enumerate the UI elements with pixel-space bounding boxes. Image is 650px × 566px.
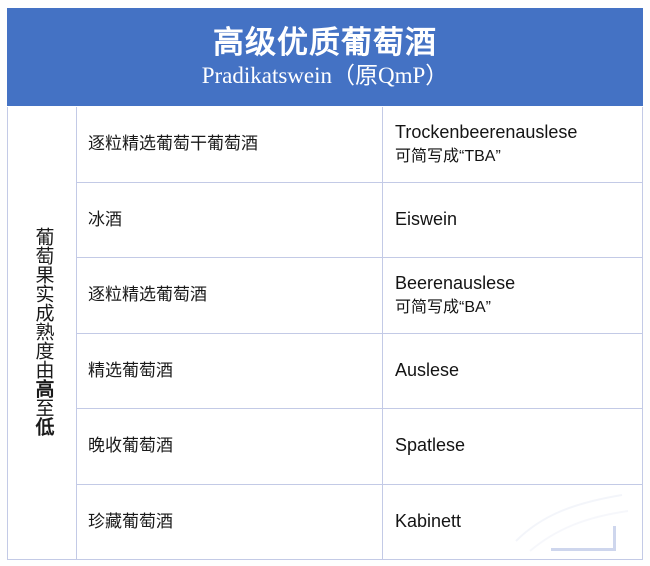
table-row: 珍藏葡萄酒 Kabinett	[77, 484, 642, 560]
axis-label-low: 低	[32, 416, 54, 436]
german-name: Spatlese	[395, 435, 466, 456]
cell-german-name: Auslese	[383, 334, 642, 409]
german-name: Eiswein	[395, 208, 458, 229]
chinese-name: 晚收葡萄酒	[88, 436, 173, 456]
cell-chinese-name: 珍藏葡萄酒	[77, 484, 383, 559]
german-name: Kabinett	[395, 510, 462, 531]
cell-chinese-name: 冰酒	[77, 182, 383, 257]
chinese-name: 冰酒	[88, 209, 122, 229]
table-row: 晚收葡萄酒 Spatlese	[77, 409, 642, 485]
cell-german-name: Eiswein	[383, 183, 642, 258]
page-subtitle: Pradikatswein（原QmP）	[201, 62, 449, 88]
cell-german-name: Spatlese	[383, 409, 642, 484]
german-name: Beerenauslese	[395, 272, 516, 293]
cell-german-name: Kabinett	[383, 485, 642, 560]
classification-grid: 葡萄果实成熟度由高至低 逐粒精选葡萄干葡萄酒 Trockenbeerenausl…	[7, 107, 643, 560]
table-row: 逐粒精选葡萄干葡萄酒 Trockenbeerenauslese 可简写成“TBA…	[77, 107, 642, 183]
german-name: Auslese	[395, 359, 460, 380]
cell-chinese-name: 逐粒精选葡萄酒	[77, 258, 383, 333]
cell-german-name: Trockenbeerenauslese 可简写成“TBA”	[383, 107, 642, 182]
axis-label-middle: 至	[32, 397, 54, 417]
chinese-name: 精选葡萄酒	[88, 360, 173, 380]
cell-chinese-name: 逐粒精选葡萄干葡萄酒	[77, 107, 383, 182]
table-row: 逐粒精选葡萄酒 Beerenauslese 可简写成“BA”	[77, 258, 642, 334]
header-banner: 高级优质葡萄酒 Pradikatswein（原QmP）	[7, 8, 643, 106]
chinese-name: 逐粒精选葡萄干葡萄酒	[88, 134, 258, 154]
chinese-name: 珍藏葡萄酒	[88, 511, 173, 531]
axis-label-high: 高	[32, 378, 54, 398]
page-title: 高级优质葡萄酒	[213, 24, 437, 60]
ripeness-axis-label: 葡萄果实成熟度由高至低	[28, 227, 57, 436]
chinese-name: 逐粒精选葡萄酒	[88, 285, 207, 305]
table-row: 精选葡萄酒 Auslese	[77, 333, 642, 409]
axis-label-prefix: 葡萄果实成熟度由	[32, 226, 54, 379]
ripeness-axis-column: 葡萄果实成熟度由高至低	[8, 107, 77, 559]
table-row: 冰酒 Eiswein	[77, 182, 642, 258]
german-name: Trockenbeerenauslese	[395, 121, 578, 142]
cell-chinese-name: 晚收葡萄酒	[77, 409, 383, 484]
german-abbreviation-note: 可简写成“BA”	[395, 299, 492, 317]
rows-container: 逐粒精选葡萄干葡萄酒 Trockenbeerenauslese 可简写成“TBA…	[77, 107, 642, 559]
cell-german-name: Beerenauslese 可简写成“BA”	[383, 258, 642, 333]
german-abbreviation-note: 可简写成“TBA”	[395, 148, 501, 166]
cell-chinese-name: 精选葡萄酒	[77, 333, 383, 408]
